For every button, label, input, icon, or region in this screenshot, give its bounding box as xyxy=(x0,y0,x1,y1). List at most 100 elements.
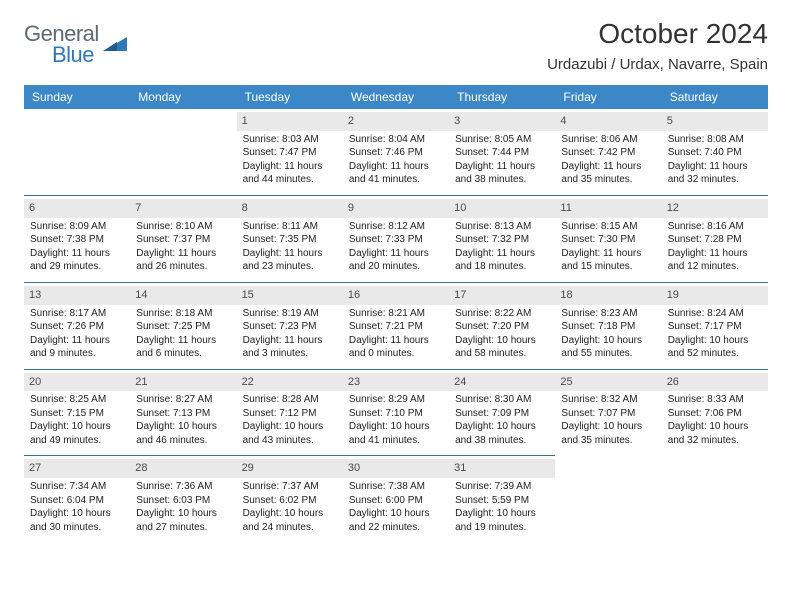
daylight-text: Daylight: 11 hours and 0 minutes. xyxy=(349,334,443,361)
calendar-day-cell: 9Sunrise: 8:12 AMSunset: 7:33 PMDaylight… xyxy=(343,195,449,282)
sunset-text: Sunset: 7:33 PM xyxy=(349,233,443,247)
daylight-text: Daylight: 10 hours and 19 minutes. xyxy=(455,507,549,534)
calendar-day-cell: 14Sunrise: 8:18 AMSunset: 7:25 PMDayligh… xyxy=(130,282,236,369)
calendar-head: SundayMondayTuesdayWednesdayThursdayFrid… xyxy=(24,85,768,109)
day-number: 24 xyxy=(449,373,555,392)
sunrise-text: Sunrise: 8:19 AM xyxy=(243,307,337,321)
weekday-header: Friday xyxy=(555,85,661,109)
sunset-text: Sunset: 7:18 PM xyxy=(561,320,655,334)
calendar-table: SundayMondayTuesdayWednesdayThursdayFrid… xyxy=(24,85,768,542)
calendar-day-cell: 24Sunrise: 8:30 AMSunset: 7:09 PMDayligh… xyxy=(449,369,555,456)
sunset-text: Sunset: 5:59 PM xyxy=(455,494,549,508)
daylight-text: Daylight: 11 hours and 35 minutes. xyxy=(561,160,655,187)
sunset-text: Sunset: 7:15 PM xyxy=(30,407,124,421)
day-number: 22 xyxy=(237,373,343,392)
daylight-text: Daylight: 11 hours and 3 minutes. xyxy=(243,334,337,361)
calendar-day-cell: 8Sunrise: 8:11 AMSunset: 7:35 PMDaylight… xyxy=(237,195,343,282)
calendar-day-cell: 16 Sunrise: 8:21 AMSunset: 7:21 PMDayligh… xyxy=(343,282,449,369)
daylight-text: Daylight: 11 hours and 15 minutes. xyxy=(561,247,655,274)
daylight-text: Daylight: 11 hours and 18 minutes. xyxy=(455,247,549,274)
daylight-text: Daylight: 10 hours and 35 minutes. xyxy=(561,420,655,447)
daylight-text: Daylight: 11 hours and 38 minutes. xyxy=(455,160,549,187)
sunrise-text: Sunrise: 8:21 AM xyxy=(349,307,443,321)
sunset-text: Sunset: 7:10 PM xyxy=(349,407,443,421)
sunset-text: Sunset: 6:04 PM xyxy=(30,494,124,508)
sunset-text: Sunset: 7:46 PM xyxy=(349,146,443,160)
daylight-text: Daylight: 11 hours and 6 minutes. xyxy=(136,334,230,361)
daylight-text: Daylight: 10 hours and 43 minutes. xyxy=(243,420,337,447)
daylight-text: Daylight: 10 hours and 41 minutes. xyxy=(349,420,443,447)
logo: General Blue xyxy=(24,18,131,66)
calendar-day-cell: 27Sunrise: 7:34 AMSunset: 6:04 PMDayligh… xyxy=(24,456,130,542)
sunrise-text: Sunrise: 8:32 AM xyxy=(561,393,655,407)
daylight-text: Daylight: 10 hours and 24 minutes. xyxy=(243,507,337,534)
day-number: 20 xyxy=(24,373,130,392)
page: General Blue October 2024 Urdazubi / Urd… xyxy=(0,0,792,542)
sunrise-text: Sunrise: 8:08 AM xyxy=(668,133,762,147)
daylight-text: Daylight: 11 hours and 20 minutes. xyxy=(349,247,443,274)
sunrise-text: Sunrise: 8:30 AM xyxy=(455,393,549,407)
calendar-day-cell: 3Sunrise: 8:05 AMSunset: 7:44 PMDaylight… xyxy=(449,109,555,195)
sunrise-text: Sunrise: 8:03 AM xyxy=(243,133,337,147)
calendar-day-cell: 25Sunrise: 8:32 AMSunset: 7:07 PMDayligh… xyxy=(555,369,661,456)
page-title: October 2024 xyxy=(547,18,768,50)
sunrise-text: Sunrise: 7:34 AM xyxy=(30,480,124,494)
sunset-text: Sunset: 7:12 PM xyxy=(243,407,337,421)
day-number: 4 xyxy=(555,112,661,131)
sunset-text: Sunset: 7:07 PM xyxy=(561,407,655,421)
day-number: 15 xyxy=(237,286,343,305)
day-number: 23 xyxy=(343,373,449,392)
calendar-empty-cell: . xyxy=(24,109,130,195)
sunrise-text: Sunrise: 8:15 AM xyxy=(561,220,655,234)
day-number: 17 xyxy=(449,286,555,305)
sunset-text: Sunset: 7:26 PM xyxy=(30,320,124,334)
weekday-header: Sunday xyxy=(24,85,130,109)
sunset-text: Sunset: 7:40 PM xyxy=(668,146,762,160)
daylight-text: Daylight: 11 hours and 23 minutes. xyxy=(243,247,337,274)
day-number: 26 xyxy=(662,373,768,392)
calendar-day-cell: 12Sunrise: 8:16 AMSunset: 7:28 PMDayligh… xyxy=(662,195,768,282)
weekday-header: Saturday xyxy=(662,85,768,109)
day-number: 8 xyxy=(237,199,343,218)
weekday-header: Monday xyxy=(130,85,236,109)
calendar-day-cell: 29Sunrise: 7:37 AMSunset: 6:02 PMDayligh… xyxy=(237,456,343,542)
calendar-empty-cell: . xyxy=(130,109,236,195)
sunrise-text: Sunrise: 8:10 AM xyxy=(136,220,230,234)
calendar-day-cell: 4Sunrise: 8:06 AMSunset: 7:42 PMDaylight… xyxy=(555,109,661,195)
day-number: 2 xyxy=(343,112,449,131)
sunset-text: Sunset: 7:09 PM xyxy=(455,407,549,421)
calendar-week-row: 6Sunrise: 8:09 AMSunset: 7:38 PMDaylight… xyxy=(24,195,768,282)
day-number: 29 xyxy=(237,459,343,478)
sunrise-text: Sunrise: 8:22 AM xyxy=(455,307,549,321)
sunrise-text: Sunrise: 8:25 AM xyxy=(30,393,124,407)
sunrise-text: Sunrise: 7:37 AM xyxy=(243,480,337,494)
sunset-text: Sunset: 7:28 PM xyxy=(668,233,762,247)
daylight-text: Daylight: 10 hours and 22 minutes. xyxy=(349,507,443,534)
calendar-day-cell: 17Sunrise: 8:22 AMSunset: 7:20 PMDayligh… xyxy=(449,282,555,369)
calendar-week-row: 27Sunrise: 7:34 AMSunset: 6:04 PMDayligh… xyxy=(24,456,768,542)
page-subtitle: Urdazubi / Urdax, Navarre, Spain xyxy=(547,56,768,73)
day-number: 6 xyxy=(24,199,130,218)
sunset-text: Sunset: 7:25 PM xyxy=(136,320,230,334)
day-number: 11 xyxy=(555,199,661,218)
sunrise-text: Sunrise: 8:27 AM xyxy=(136,393,230,407)
daylight-text: Daylight: 10 hours and 49 minutes. xyxy=(30,420,124,447)
sunrise-text: Sunrise: 8:04 AM xyxy=(349,133,443,147)
day-number: 30 xyxy=(343,459,449,478)
day-number: 16 xyxy=(343,286,449,305)
day-number: 13 xyxy=(24,286,130,305)
header-row: General Blue October 2024 Urdazubi / Urd… xyxy=(24,18,768,73)
sunset-text: Sunset: 7:21 PM xyxy=(349,320,443,334)
daylight-text: Daylight: 11 hours and 12 minutes. xyxy=(668,247,762,274)
daylight-text: Daylight: 10 hours and 46 minutes. xyxy=(136,420,230,447)
calendar-day-cell: 2Sunrise: 8:04 AMSunset: 7:46 PMDaylight… xyxy=(343,109,449,195)
sunset-text: Sunset: 6:00 PM xyxy=(349,494,443,508)
calendar-day-cell: 5Sunrise: 8:08 AMSunset: 7:40 PMDaylight… xyxy=(662,109,768,195)
day-number: 7 xyxy=(130,199,236,218)
daylight-text: Daylight: 11 hours and 9 minutes. xyxy=(30,334,124,361)
day-number: 28 xyxy=(130,459,236,478)
sunrise-text: Sunrise: 8:24 AM xyxy=(668,307,762,321)
calendar-week-row: ..1Sunrise: 8:03 AMSunset: 7:47 PMDaylig… xyxy=(24,109,768,195)
logo-triangle-icon xyxy=(103,35,131,57)
sunset-text: Sunset: 6:03 PM xyxy=(136,494,230,508)
